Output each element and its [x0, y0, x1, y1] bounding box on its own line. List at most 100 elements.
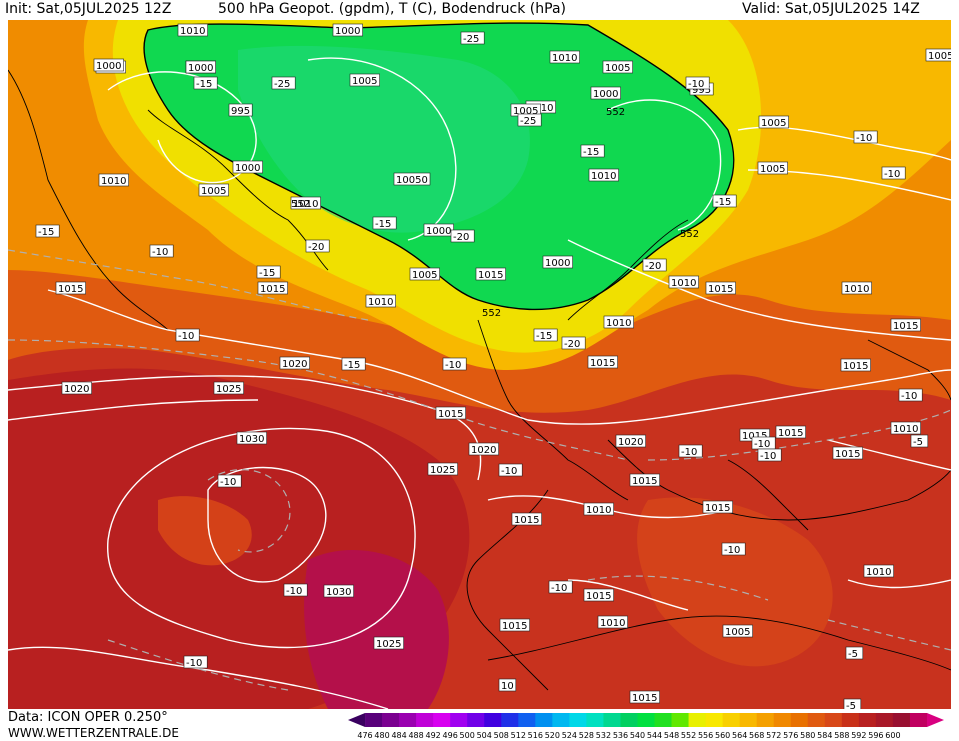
- pressure-label: 1010: [98, 173, 129, 187]
- temperature-label: -15: [193, 76, 218, 90]
- pressure-label-text: 1005: [513, 106, 538, 117]
- color-scale-swatch: [433, 713, 451, 727]
- color-scale-tick: 568: [749, 731, 764, 740]
- pressure-label: 1010: [603, 315, 634, 329]
- color-scale-tick: 476: [357, 731, 372, 740]
- temperature-label: -10: [898, 388, 923, 402]
- color-scale-tick: 544: [647, 731, 662, 740]
- pressure-label-box: [511, 512, 542, 526]
- contour-552: [143, 22, 735, 311]
- pressure-label-box: [583, 588, 614, 602]
- temperature-label: -20: [450, 229, 475, 243]
- pressure-label-text: 1000: [593, 89, 618, 100]
- pressure-label: 1010: [177, 23, 208, 37]
- pressure-label-text: 1030: [326, 587, 351, 598]
- pressure-label-text: 1010: [600, 618, 625, 629]
- color-scale-swatch: [518, 713, 536, 727]
- temperature-label-text: -10: [901, 391, 917, 402]
- pressure-label-box: [93, 58, 124, 72]
- pressure-label-box: [323, 584, 354, 598]
- pressure-label-text: 1015: [632, 476, 657, 487]
- temperature-label: -10: [685, 76, 710, 90]
- temperature-label: -10: [548, 580, 573, 594]
- pressure-label: 1015: [840, 358, 871, 372]
- temperature-label: -10: [721, 542, 746, 556]
- pressure-label-box: [98, 173, 129, 187]
- temperature-label: -10: [751, 436, 776, 450]
- color-scale-tick: 504: [477, 731, 492, 740]
- pressure-label-box: [588, 168, 619, 182]
- color-scale-tick: 496: [443, 731, 458, 740]
- pressure-label: 1000: [232, 160, 263, 174]
- field-warm-patch: [158, 496, 252, 566]
- pressure-label-text: 1020: [282, 359, 307, 370]
- pressure-label: 1015: [775, 425, 806, 439]
- temperature-label: -10: [678, 444, 703, 458]
- pressure-label-text: 1015: [843, 361, 868, 372]
- color-scale-swatch: [892, 713, 911, 727]
- temperature-label: -15: [533, 328, 558, 342]
- map-title: 500 hPa Geopot. (gpdm), T (C), Bodendruc…: [218, 1, 566, 17]
- color-scale-swatch: [773, 713, 792, 727]
- color-scale-tick: 552: [681, 731, 696, 740]
- temperature-label-box: [256, 265, 281, 279]
- pressure-label-box: [841, 281, 872, 295]
- color-scale-tick: 484: [391, 731, 406, 740]
- temperature-labels: -25 -15 -25 -25 -15 -20 -20 -15 -15 -10 -15 -10 -15 -…: [35, 31, 929, 709]
- pressure-label-box: [427, 462, 458, 476]
- temperature-label-text: -5: [913, 437, 923, 448]
- pressure-label-text: 1025: [430, 465, 455, 476]
- temperature-label-text: -10: [445, 360, 461, 371]
- temperature-label-box: [561, 336, 586, 350]
- pressure-label-text: 10: [501, 681, 514, 692]
- temperature-label-box: [898, 388, 923, 402]
- pressure-label-box: [668, 275, 699, 289]
- color-scale-swatch: [654, 713, 672, 727]
- pressure-label: 1015: [583, 588, 614, 602]
- color-scale-swatch: [569, 713, 587, 727]
- header-bar: Init: Sat,05JUL2025 12Z 500 hPa Geopot. …: [0, 0, 959, 20]
- color-scale-swatch: [365, 713, 383, 727]
- color-scale-swatch: [603, 713, 621, 727]
- temperature-label-text: -10: [754, 439, 770, 450]
- temperature-label-box: [881, 166, 906, 180]
- color-scale-tick: 540: [630, 731, 645, 740]
- pressure-label: 1010: [365, 294, 396, 308]
- pressure-label-text: 1015: [478, 270, 503, 281]
- pressure-label: 1000: [542, 255, 573, 269]
- color-scale-tick: 584: [817, 731, 832, 740]
- temperature-label-text: -5: [848, 649, 858, 660]
- color-scale-swatch: [620, 713, 638, 727]
- color-scale-swatch: [688, 713, 706, 727]
- pressure-label: 1010: [549, 50, 580, 64]
- temperature-label-box: [678, 444, 703, 458]
- pressure-label-box: [213, 381, 244, 395]
- pressure-label: 1030: [236, 431, 267, 445]
- temperature-label: -20: [561, 336, 586, 350]
- pressure-label: 1015: [702, 500, 733, 514]
- pressure-label-text: 1015: [742, 431, 767, 442]
- color-scale-tick: 532: [596, 731, 611, 740]
- temperature-label-text: -15: [196, 79, 212, 90]
- temperature-label: -10: [442, 357, 467, 371]
- temperature-label-text: -15: [344, 360, 360, 371]
- color-scale-swatch: [875, 713, 894, 727]
- pressure-label-box: [498, 678, 517, 692]
- pressure-label-box: [279, 356, 310, 370]
- temperature-label-box: [175, 328, 200, 342]
- field-east-patch: [637, 497, 833, 667]
- temperature-label: -15: [580, 144, 605, 158]
- temperature-label-text: -10: [551, 583, 567, 594]
- temperature-label-box: [757, 448, 782, 462]
- temperature-label-box: [271, 76, 296, 90]
- color-scale-tick: 500: [460, 731, 475, 740]
- pressure-label: 1015: [629, 690, 660, 704]
- pressure-label: 1005: [349, 73, 380, 87]
- temperature-label-box: [548, 580, 573, 594]
- pressure-label-text: 1010: [101, 176, 126, 187]
- color-scale-swatch: [348, 713, 366, 727]
- pressure-label-text: 1025: [216, 384, 241, 395]
- color-scale-swatch: [450, 713, 468, 727]
- temperature-label-text: -25: [463, 34, 479, 45]
